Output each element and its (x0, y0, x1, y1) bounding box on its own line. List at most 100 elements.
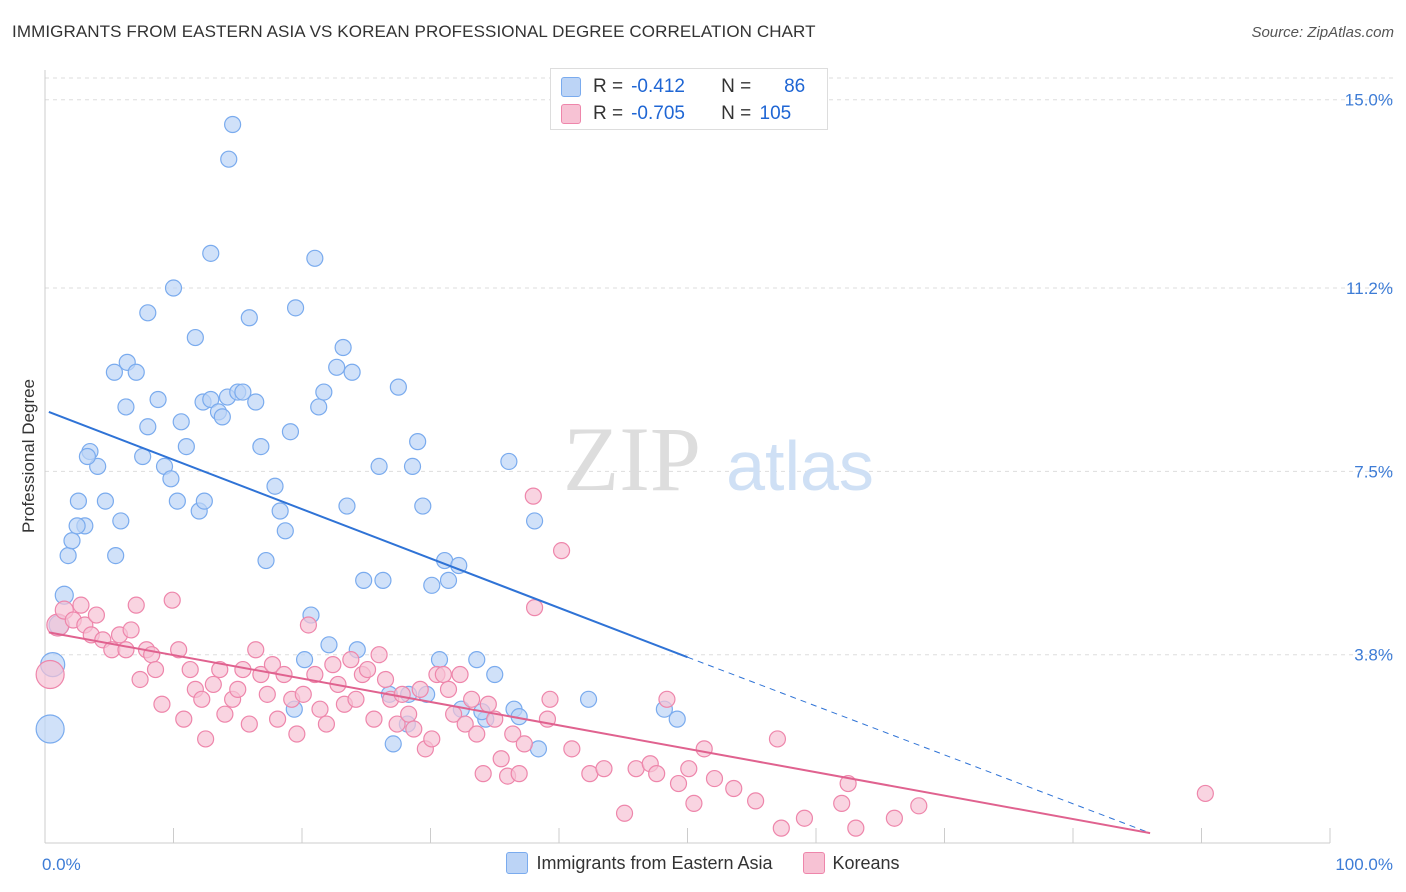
data-point (358, 660, 377, 679)
data-point (163, 591, 181, 609)
stats-n-value: 86 (784, 76, 806, 97)
data-point (384, 735, 402, 753)
data-point (492, 750, 510, 768)
data-point (833, 794, 851, 812)
data-point (725, 779, 743, 798)
data-point (149, 390, 167, 409)
stats-r-value: -0.705 (631, 103, 685, 124)
source-note: Source: ZipAtlas.com (1251, 24, 1394, 41)
data-point (72, 596, 90, 614)
data-point (486, 665, 504, 684)
data-point (288, 725, 306, 743)
data-point (306, 665, 324, 684)
data-point (370, 646, 388, 664)
axes (44, 70, 1331, 844)
data-point (680, 760, 698, 778)
data-point (170, 641, 188, 659)
data-point (423, 730, 441, 748)
legend-swatch-eastern-asia (506, 852, 529, 874)
data-point (474, 765, 492, 783)
data-point (181, 660, 199, 679)
data-point (295, 651, 314, 669)
data-point (306, 249, 324, 267)
data-point (552, 542, 571, 560)
data-point (117, 398, 135, 416)
x-tick-label: 100.0% (1335, 855, 1393, 874)
data-point (310, 398, 328, 416)
legend-label-eastern-asia: Immigrants from Eastern Asia (536, 852, 773, 873)
data-point (146, 660, 165, 679)
legend-label-koreans: Koreans (832, 852, 900, 873)
data-point (365, 710, 383, 728)
data-point (324, 656, 342, 674)
data-point (463, 690, 481, 708)
y-tick-label: 11.2% (1346, 279, 1393, 298)
data-point (127, 596, 145, 614)
data-point (168, 492, 186, 510)
data-point (213, 408, 231, 426)
data-point (795, 809, 814, 827)
y-axis-label: Professional Degree (19, 379, 38, 533)
data-point (451, 665, 469, 684)
stats-row-eastern-asia: R = -0.412 N = 86 (561, 74, 805, 100)
data-point (403, 457, 422, 476)
data-point (69, 492, 88, 510)
data-point (510, 765, 528, 783)
data-point (78, 447, 97, 466)
data-point (162, 470, 180, 488)
y-tick-label: 7.5% (1354, 462, 1393, 481)
data-point (96, 492, 114, 510)
trend-line-eastern-asia (48, 410, 688, 659)
data-point (107, 547, 125, 565)
stats-n-label: N = (721, 103, 752, 124)
data-point (63, 532, 81, 550)
data-point (504, 725, 522, 743)
data-point (658, 690, 676, 708)
data-point (342, 651, 360, 669)
data-point (131, 670, 149, 689)
data-point (615, 804, 634, 822)
grid (45, 77, 1395, 656)
data-point (172, 413, 190, 431)
data-point (59, 547, 77, 565)
stats-r-value: -0.412 (631, 76, 685, 97)
data-point (343, 363, 361, 381)
data-point (595, 760, 613, 778)
data-point (175, 710, 193, 728)
data-point (311, 700, 329, 718)
data-point (411, 680, 429, 698)
data-point (347, 690, 365, 708)
data-point (400, 705, 418, 723)
chart-title: IMMIGRANTS FROM EASTERN ASIA VS KOREAN P… (12, 22, 816, 41)
data-point (139, 304, 157, 322)
stats-r-label: R = (593, 76, 624, 97)
data-point (430, 651, 449, 669)
data-point (524, 487, 542, 505)
data-point (258, 685, 276, 703)
data-point (434, 665, 452, 684)
tick-labels: 3.8% 7.5% 11.2% 15.0% 0.0% 100.0% (42, 91, 1393, 874)
data-point (747, 792, 765, 810)
data-point (515, 735, 533, 753)
data-point (268, 710, 287, 728)
data-point (229, 680, 247, 698)
data-point (370, 457, 388, 476)
legend-item-eastern-asia: Immigrants from Eastern Asia (506, 852, 773, 874)
trend-lines (48, 410, 1151, 835)
data-point (220, 150, 238, 168)
data-point (87, 606, 106, 624)
data-point (257, 551, 275, 570)
data-point (112, 512, 130, 530)
data-point (439, 571, 458, 589)
data-point (423, 576, 441, 594)
data-point (648, 765, 666, 783)
data-point (320, 636, 338, 654)
data-point (122, 621, 140, 639)
data-point (35, 659, 65, 690)
bottom-legend: Immigrants from Eastern Asia Koreans (0, 852, 1406, 874)
data-point (315, 383, 333, 401)
data-point (393, 685, 411, 703)
watermark-zip: ZIP (563, 408, 701, 510)
stats-legend: R = -0.412 N = 86 R = -0.705 N = 105 (550, 68, 828, 130)
